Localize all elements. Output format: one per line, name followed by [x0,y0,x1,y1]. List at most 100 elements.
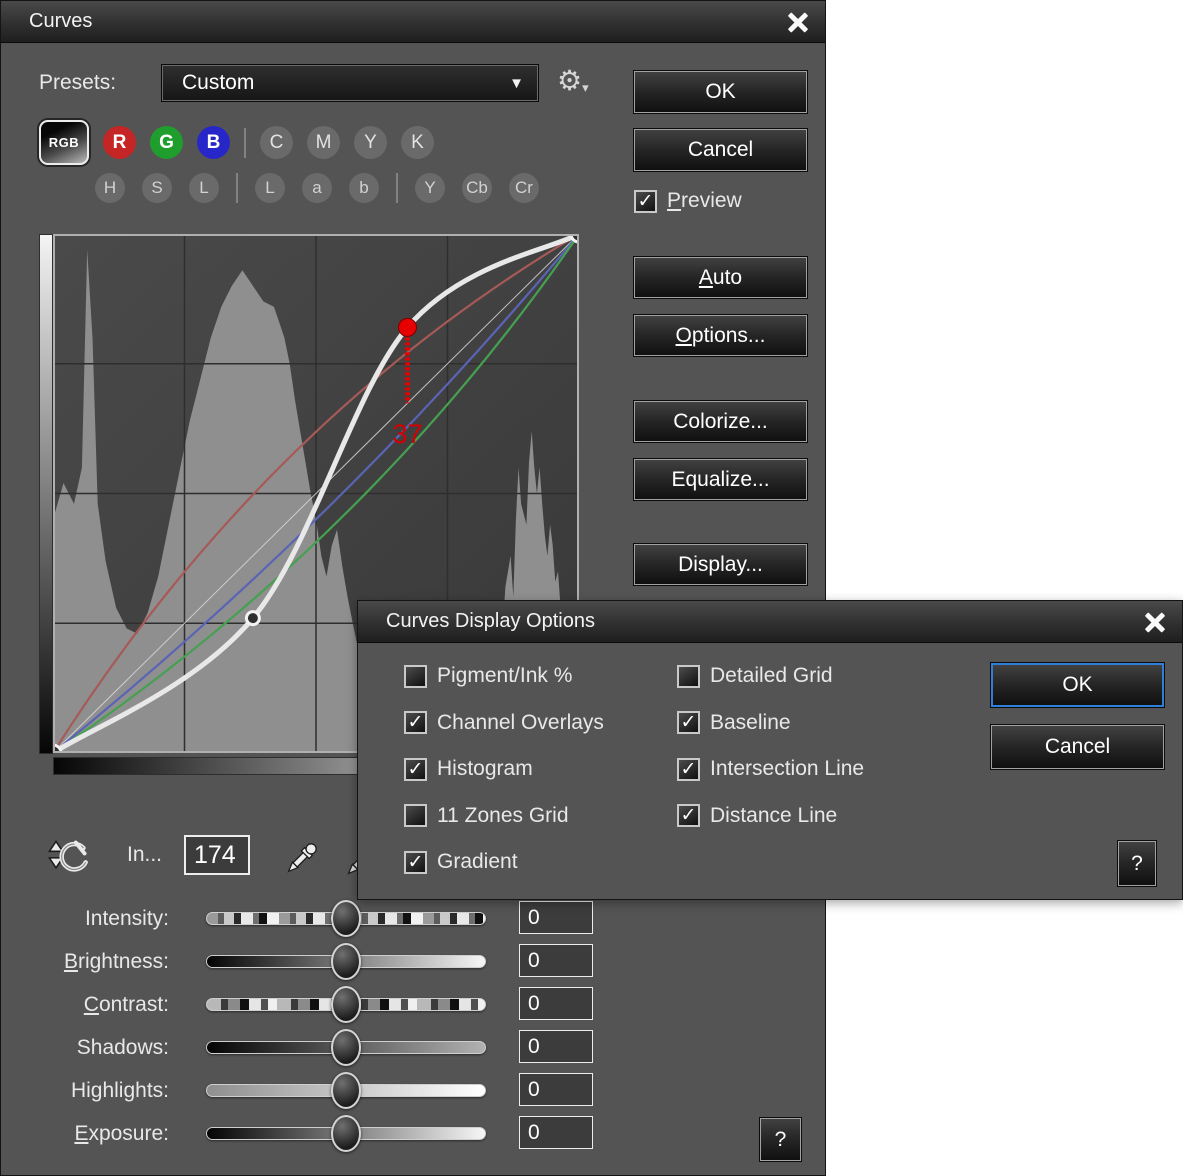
curves-dialog: Curves Presets: Custom ▼ ⚙▾ RGB R G B C M Y K H… [0,0,826,1176]
cancel-button[interactable]: Cancel [634,129,807,171]
row2-channel-l-4[interactable]: L [255,173,285,203]
row1-channel-rgb[interactable]: RGB [39,120,89,165]
display-ok-button[interactable]: OK [991,663,1164,707]
row1-channel-m-6[interactable]: M [307,126,340,159]
row1-channel-c-5[interactable]: C [260,126,293,159]
baseline [52,233,580,754]
display-label: Display... [678,552,763,576]
ok-label: OK [705,80,736,103]
presets-label: Presets: [39,71,117,94]
row2-channel-cr-10[interactable]: Cr [509,173,539,203]
detailed-grid-row: Detailed Grid [677,664,833,688]
intersection-line-label: Intersection Line [710,757,865,780]
row2-channel-a-5[interactable]: a [302,173,332,203]
11-zones-grid-checkbox[interactable] [404,804,427,827]
presets-dropdown[interactable]: Custom ▼ [161,64,539,102]
display-help-label: ? [1131,851,1143,875]
curves-title: Curves [29,10,93,32]
display-cancel-button[interactable]: Cancel [991,725,1164,769]
shadows-label: Shadows: [76,1036,169,1059]
active-curve-point[interactable] [398,317,417,337]
help-label: ? [774,1127,787,1151]
exposure-slider-thumb[interactable] [331,1115,361,1152]
red-channel-curve [52,233,580,754]
help-button[interactable]: ? [760,1118,801,1161]
row2-channel-h-0[interactable]: H [95,173,125,203]
row1-channel-y-7[interactable]: Y [354,126,387,159]
eyedropper-icon[interactable] [279,837,323,881]
options-label: Options... [675,323,766,347]
input-value-field[interactable]: 174 [184,835,250,875]
intersection-line-checkbox[interactable]: ✓ [677,757,700,781]
colorize-button[interactable]: Colorize... [634,401,807,442]
display-button[interactable]: Display... [634,544,807,585]
main-curve[interactable] [50,231,582,756]
gradient-label: Gradient [437,850,518,873]
shadows-value-field[interactable]: 0 [519,1030,593,1063]
histogram-checkbox[interactable]: ✓ [404,757,427,781]
contrast-slider-thumb[interactable] [331,986,361,1023]
channel-row-1: RGB R G B C M Y K [39,120,434,165]
row1-channel-b-3[interactable]: B [197,126,230,159]
ok-button[interactable]: OK [634,71,807,113]
distance-line-row: ✓ Distance Line [677,804,837,828]
display-options-title: Curves Display Options [386,610,595,632]
row2-channel-l-2[interactable]: L [189,173,219,203]
vertical-gradient-strip [39,234,53,754]
row1-channel-g-2[interactable]: G [150,126,183,159]
intensity-slider-row: Intensity: 0 [1,897,827,940]
auto-button[interactable]: Auto [634,257,807,298]
pigment-ink-label: Pigment/Ink % [437,664,573,687]
options-button[interactable]: Options... [634,315,807,356]
pigment-ink-checkbox[interactable] [404,664,427,688]
shadows-slider-thumb[interactable] [331,1029,361,1066]
distance-line-label: Distance Line [710,803,838,827]
preset-menu-button[interactable]: ⚙▾ [557,67,589,102]
intensity-slider-thumb[interactable] [331,900,361,937]
exposure-slider-row: Exposure: 0 [1,1112,827,1155]
pigment-ink-row: Pigment/Ink % [404,664,572,688]
targeted-adjustment-icon[interactable] [45,837,89,881]
distance-line-checkbox[interactable]: ✓ [677,804,700,827]
gradient-checkbox[interactable]: ✓ [404,850,427,874]
contrast-slider-row: Contrast: 0 [1,983,827,1026]
intensity-value-field[interactable]: 0 [519,901,593,934]
channel-separator [244,127,246,158]
curves-titlebar[interactable]: Curves [1,1,825,43]
baseline-label: Baseline [710,710,791,734]
baseline-checkbox[interactable]: ✓ [677,711,700,734]
row2-channel-cb-9[interactable]: Cb [462,173,492,203]
close-icon[interactable] [1144,611,1166,633]
equalize-label: Equalize... [671,467,770,491]
preview-checkbox[interactable]: ✓ [634,189,657,213]
contrast-value-field[interactable]: 0 [519,987,593,1020]
highlights-value-field[interactable]: 0 [519,1073,593,1106]
display-options-titlebar[interactable]: Curves Display Options [358,601,1182,643]
histogram-label: Histogram [437,757,533,780]
curve-control-point[interactable] [244,610,261,627]
channel-overlays-row: ✓ Channel Overlays [404,711,604,735]
row2-channel-s-1[interactable]: S [142,173,172,203]
row2-channel-y-8[interactable]: Y [415,173,445,203]
channel-separator [396,173,398,203]
curve-plot[interactable]: 37 [43,224,589,763]
row2-channel-b-6[interactable]: b [349,173,379,203]
blue-channel-curve [52,233,580,754]
exposure-value-field[interactable]: 0 [519,1116,593,1149]
brightness-slider-thumb[interactable] [331,943,361,980]
close-icon[interactable] [787,11,809,33]
brightness-value-field[interactable]: 0 [519,944,593,977]
display-ok-label: OK [1062,673,1093,696]
preview-row: ✓ Preview [634,189,742,213]
cancel-label: Cancel [687,138,754,161]
detailed-grid-checkbox[interactable] [677,664,700,688]
highlights-slider-thumb[interactable] [331,1072,361,1109]
display-help-button[interactable]: ? [1118,841,1156,886]
row1-channel-r-1[interactable]: R [103,126,136,159]
channel-overlays-checkbox[interactable]: ✓ [404,711,427,734]
row1-channel-k-8[interactable]: K [401,126,434,159]
equalize-button[interactable]: Equalize... [634,459,807,500]
input-label: In... [127,843,163,866]
